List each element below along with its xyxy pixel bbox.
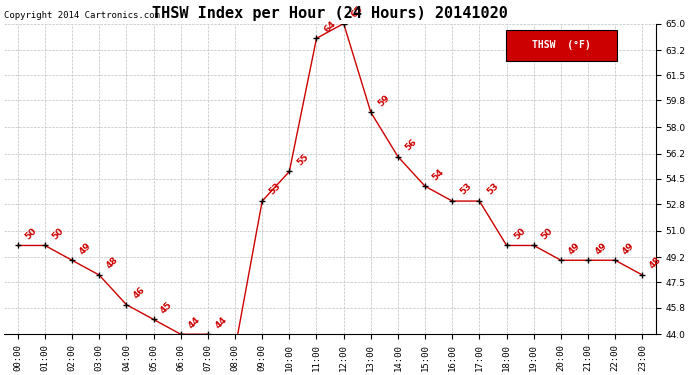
Text: 59: 59 [376,93,392,108]
Text: 49: 49 [593,241,609,256]
Text: 53: 53 [485,182,500,197]
Text: 49: 49 [566,241,582,256]
Text: 50: 50 [512,226,527,241]
Text: 53: 53 [268,182,283,197]
Text: THSW  (°F): THSW (°F) [532,40,591,50]
Title: THSW Index per Hour (24 Hours) 20141020: THSW Index per Hour (24 Hours) 20141020 [152,6,508,21]
Text: 50: 50 [23,226,39,241]
Text: Copyright 2014 Cartronics.com: Copyright 2014 Cartronics.com [4,11,160,20]
Text: 50: 50 [50,226,66,241]
Text: 55: 55 [295,152,310,167]
Text: 65: 65 [349,4,364,20]
Text: 56: 56 [404,137,419,153]
Text: 48: 48 [648,256,663,271]
Text: 48: 48 [105,256,120,271]
Text: 64: 64 [322,19,337,34]
FancyBboxPatch shape [506,30,617,61]
Text: 54: 54 [431,167,446,182]
Text: 53: 53 [458,182,473,197]
Text: 44: 44 [213,315,229,330]
Text: 43: 43 [0,374,1,375]
Text: 50: 50 [540,226,555,241]
Text: 44: 44 [186,315,201,330]
Text: 49: 49 [621,241,636,256]
Text: 49: 49 [77,241,93,256]
Text: 46: 46 [132,285,147,300]
Text: 45: 45 [159,300,175,315]
